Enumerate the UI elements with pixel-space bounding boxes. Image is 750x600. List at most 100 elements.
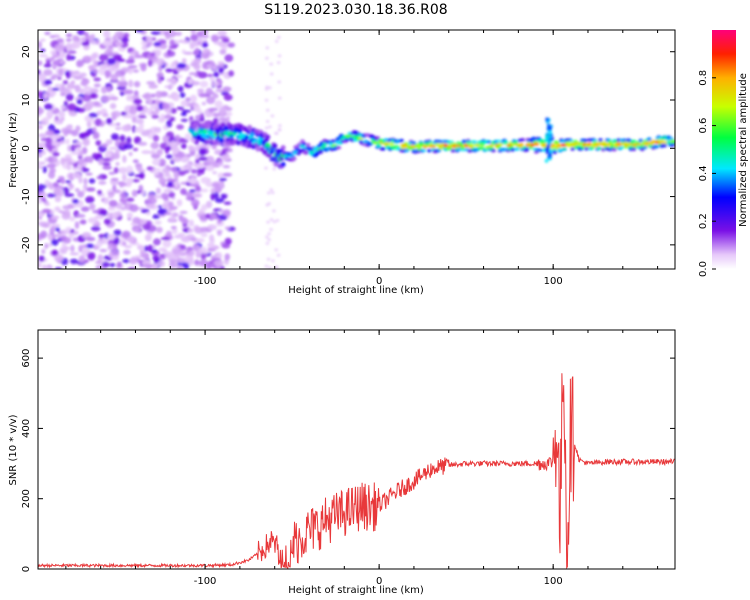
heatmap-cell [201,42,209,48]
heatmap-cell [112,54,122,61]
heatmap-cell [75,125,81,132]
heatmap-cell [188,72,197,76]
heatmap-cell [217,172,224,179]
heatmap-cell [146,55,157,60]
heatmap-cell [60,235,68,242]
heatmap-cell [142,223,151,231]
colorbar-tick-label: 0.4 [698,165,709,181]
heatmap-cell [486,140,492,144]
heatmap-cell [218,36,228,39]
heatmap-cell [67,144,72,152]
heatmap-cell [102,261,110,268]
heatmap-cell [163,114,172,120]
heatmap-cell [176,124,185,130]
heatmap-cell [274,265,279,269]
spectrogram-y-tick-label: 0 [21,145,32,151]
heatmap-cell [110,153,120,160]
heatmap-cell [375,136,381,140]
heatmap-cell [133,98,143,105]
heatmap-cell [94,214,105,220]
heatmap-cell [205,155,215,164]
heatmap-cell [44,202,51,207]
heatmap-cell [106,86,112,93]
heatmap-cell [265,108,270,112]
heatmap-cell [131,95,140,100]
heatmap-cell [82,139,90,147]
heatmap-cell [266,257,271,261]
heatmap-cell [85,91,91,95]
heatmap-cell [272,167,277,171]
heatmap-cell [60,92,67,97]
heatmap-cell [95,260,103,265]
heatmap-cell [160,76,165,81]
heatmap-cell [193,63,201,71]
heatmap-cell [181,218,189,224]
heatmap-cell [209,76,216,82]
heatmap-cell [199,188,209,193]
heatmap-cell [127,65,138,69]
heatmap-cell [529,143,535,147]
heatmap-cell [274,248,279,252]
heatmap-cell [265,46,270,50]
heatmap-cell [268,86,272,90]
heatmap-cell [65,38,72,42]
heatmap-cell [131,116,137,124]
heatmap-cell [111,255,120,261]
heatmap-cell [51,239,59,246]
heatmap-cell [200,226,209,233]
heatmap-cell [218,80,223,85]
heatmap-cell [220,154,231,161]
heatmap-cell [62,157,73,162]
snr-x-tick-label: 100 [544,576,563,587]
heatmap-cell [170,225,177,230]
heatmap-cell [118,167,128,174]
heatmap-cell [134,174,144,178]
heatmap-cell [207,242,215,249]
heatmap-cell [133,136,142,144]
heatmap-cell [52,129,61,135]
heatmap-cell [158,177,167,186]
heatmap-cell [48,234,53,241]
heatmap-cell [59,246,68,255]
heatmap-cell [265,56,269,60]
heatmap-cell [557,148,563,152]
heatmap-cell [45,140,53,149]
heatmap-cell [146,35,153,43]
heatmap-cell [170,61,175,68]
heatmap-cell [202,128,208,134]
heatmap-cell [217,230,222,236]
heatmap-cell [48,171,56,179]
heatmap-cell [430,144,436,149]
heatmap-cell [188,178,196,184]
heatmap-cell [43,69,53,76]
heatmap-cell [147,98,153,105]
heatmap-cell [570,147,576,151]
heatmap-cell [556,143,562,148]
heatmap-cell [119,134,126,142]
heatmap-cell [218,106,227,114]
heatmap-cell [104,152,112,158]
heatmap-cell [219,177,227,182]
heatmap-cell [76,99,83,105]
heatmap-cell [60,157,65,166]
heatmap-cell [264,166,268,170]
heatmap-cell [421,148,427,152]
snr-y-tick-label: 0 [21,566,32,572]
heatmap-cell [98,67,107,76]
heatmap-cell [55,206,61,212]
heatmap-cell [60,229,68,236]
snr-ticks: -100 0 100 0 200 400 600 [21,330,675,587]
heatmap-cell [120,111,127,116]
heatmap-cell [48,124,56,132]
heatmap-cell [177,232,186,237]
heatmap-cell [344,137,350,142]
heatmap-cell [212,93,219,99]
heatmap-cell [139,249,145,257]
heatmap-cell [173,171,180,179]
heatmap-cell [78,132,85,139]
heatmap-cell [65,93,74,102]
heatmap-cell [166,50,176,57]
heatmap-cell [513,140,519,145]
heatmap-cell [132,147,139,152]
heatmap-cell [80,206,90,212]
